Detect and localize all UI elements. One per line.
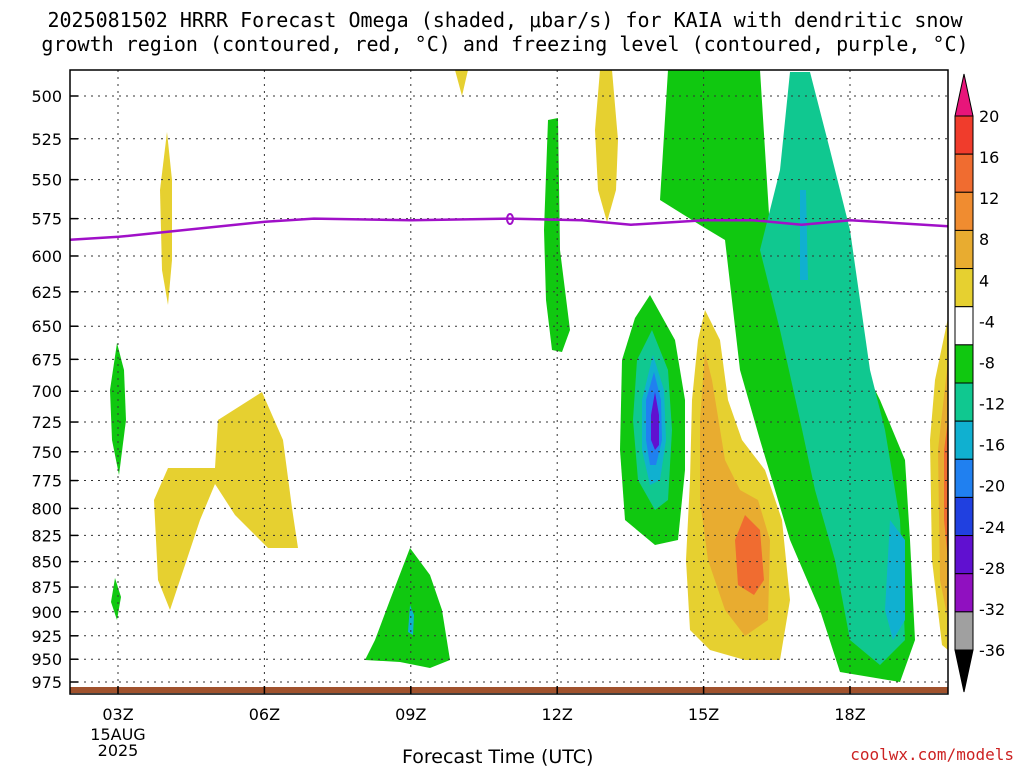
x-tick-label: 12Z xyxy=(542,705,573,724)
x-tick-label: 15Z xyxy=(688,705,719,724)
freezing-level-label-marker xyxy=(506,213,514,225)
colorbar-box xyxy=(954,535,974,575)
colorbar-label: 12 xyxy=(979,189,999,208)
x-axis: 03Z 06Z 09Z 12Z 15Z 18Z xyxy=(102,686,866,724)
y-tick-label: 675 xyxy=(31,350,62,369)
colorbar-box xyxy=(954,306,974,346)
x-date-label-day: 15AUG xyxy=(90,725,145,744)
omega-yellow-region-03z xyxy=(160,132,172,305)
colorbar-bottom-arrow xyxy=(954,649,974,693)
plot-frame xyxy=(69,69,949,695)
colorbar-label: -20 xyxy=(979,477,1005,496)
omega-purple-region-center xyxy=(651,392,659,450)
colorbar-label: 20 xyxy=(979,107,999,126)
colorbar-label: 8 xyxy=(979,230,989,249)
chart-title-line-1: 2025081502 HRRR Forecast Omega (shaded, … xyxy=(47,8,963,32)
chart-title-line-2: growth region (contoured, red, °C) and f… xyxy=(41,32,969,56)
y-tick-label: 500 xyxy=(31,87,62,106)
colorbar-box xyxy=(954,573,974,613)
grid xyxy=(70,70,948,694)
colorbar-box xyxy=(954,268,974,308)
colorbar-label: -28 xyxy=(979,559,1005,578)
y-tick-label: 600 xyxy=(31,247,62,266)
colorbar-label: -4 xyxy=(979,312,995,331)
colorbar-label: -32 xyxy=(979,600,1005,619)
y-tick-label: 750 xyxy=(31,443,62,462)
colorbar-box xyxy=(954,344,974,384)
colorbar-box xyxy=(954,153,974,193)
omega-teal-region-upper xyxy=(760,72,905,665)
omega-dark-orange-region-20z xyxy=(944,420,948,560)
freezing-level-label: 0 xyxy=(506,213,514,225)
colorbar-box xyxy=(954,420,974,460)
omega-yellow-region-13z xyxy=(595,70,618,222)
y-tick-label: 700 xyxy=(31,382,62,401)
y-tick-label: 550 xyxy=(31,171,62,190)
y-axis: 500 525 550 575 600 625 650 675 700 725 750 775 800 8… xyxy=(31,87,78,692)
colorbar-box xyxy=(954,611,974,651)
colorbar-label: 16 xyxy=(979,148,999,167)
omega-green-region-03z-lower xyxy=(111,578,121,620)
colorbar-box xyxy=(954,496,974,537)
y-tick-label: 525 xyxy=(31,130,62,149)
omega-cyan-region-09z xyxy=(408,605,414,635)
omega-shading xyxy=(110,70,948,682)
omega-yellow-region-04z-06z xyxy=(154,392,298,610)
colorbar-label: 4 xyxy=(979,271,989,290)
colorbar-box xyxy=(954,382,974,422)
footer-link[interactable]: coolwx.com/models xyxy=(850,745,1014,764)
colorbar-box xyxy=(954,115,974,155)
y-tick-label: 850 xyxy=(31,553,62,572)
y-tick-label: 925 xyxy=(31,627,62,646)
y-tick-label: 625 xyxy=(31,283,62,302)
y-tick-label: 825 xyxy=(31,526,62,545)
colorbar-top-arrow xyxy=(954,73,974,117)
colorbar-box xyxy=(954,229,974,270)
omega-cyan-region-lower xyxy=(885,520,905,640)
ground-surface xyxy=(70,687,948,693)
x-date-label-year: 2025 xyxy=(98,741,139,760)
omega-green-region-03z-upper xyxy=(110,343,126,475)
y-tick-label: 875 xyxy=(31,578,62,597)
y-tick-label: 725 xyxy=(31,413,62,432)
chart-title: 2025081502 HRRR Forecast Omega (shaded, … xyxy=(0,8,1010,56)
y-tick-label: 775 xyxy=(31,472,62,491)
y-tick-label: 950 xyxy=(31,650,62,669)
x-tick-label: 03Z xyxy=(102,705,133,724)
colorbar-label: -36 xyxy=(979,641,1005,660)
y-tick-label: 650 xyxy=(31,317,62,336)
freezing-level-line xyxy=(69,217,949,241)
omega-orange-region-20z xyxy=(938,360,948,620)
x-tick-label: 09Z xyxy=(395,705,426,724)
colorbar-label: -16 xyxy=(979,436,1005,455)
colorbar: 20 16 12 8 4 -4 -8 -12 -16 -20 -24 -28 -32 -36 xyxy=(954,73,1005,693)
omega-green-region-09z xyxy=(365,548,450,668)
x-axis-label: Forecast Time (UTC) xyxy=(402,746,594,768)
colorbar-box xyxy=(954,191,974,231)
colorbar-label: -24 xyxy=(979,518,1005,537)
x-tick-label: 06Z xyxy=(249,705,280,724)
omega-yellow-region-10z xyxy=(455,70,468,96)
omega-green-region-12z xyxy=(544,118,570,352)
omega-cyan-region-upper xyxy=(800,190,808,280)
y-tick-label: 900 xyxy=(31,603,62,622)
y-tick-label: 800 xyxy=(31,499,62,518)
colorbar-label: -8 xyxy=(979,353,995,372)
colorbar-label: -12 xyxy=(979,395,1005,414)
y-tick-label: 975 xyxy=(31,673,62,692)
y-tick-label: 575 xyxy=(31,210,62,229)
x-tick-label: 18Z xyxy=(834,705,865,724)
colorbar-box xyxy=(954,458,974,498)
